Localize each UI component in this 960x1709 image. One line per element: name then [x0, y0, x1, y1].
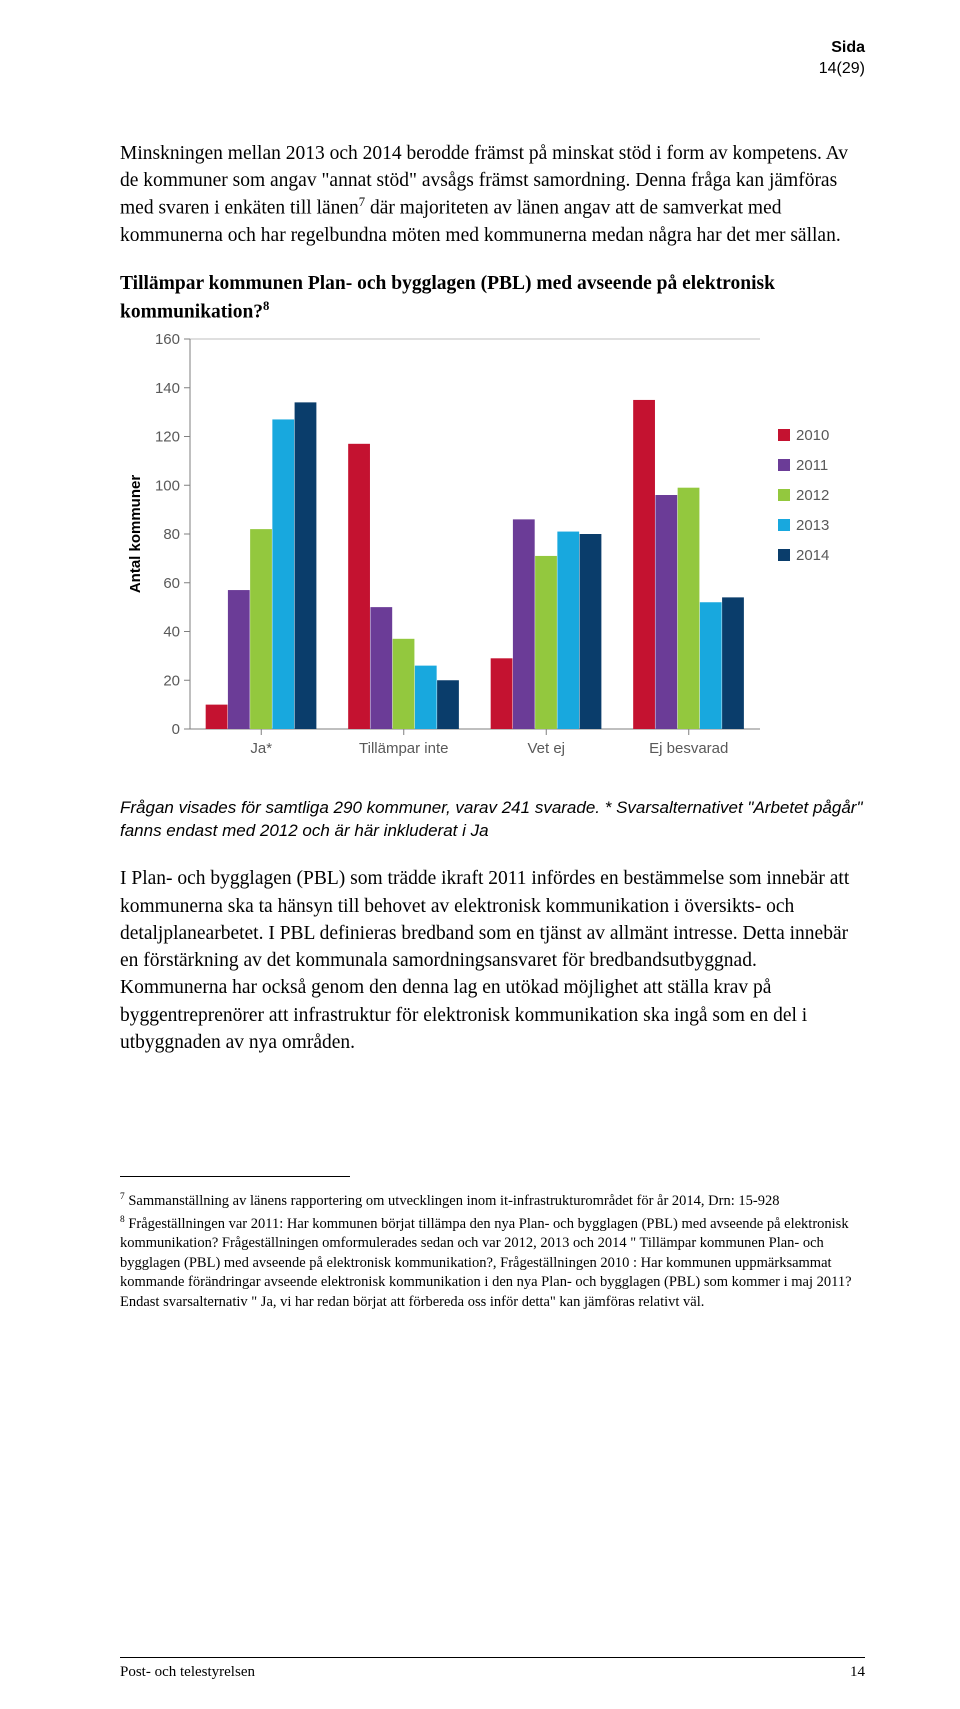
svg-text:100: 100 — [155, 478, 180, 495]
svg-text:2012: 2012 — [796, 487, 829, 504]
chart-title: Tillämpar kommunen Plan- och bygglagen (… — [120, 271, 865, 325]
footer-left: Post- och telestyrelsen — [120, 1664, 255, 1681]
page-header: Sida 14(29) — [120, 38, 865, 80]
svg-text:2010: 2010 — [796, 427, 829, 444]
svg-text:140: 140 — [155, 380, 180, 397]
svg-text:80: 80 — [163, 526, 180, 543]
svg-text:2014: 2014 — [796, 547, 829, 564]
svg-text:120: 120 — [155, 429, 180, 446]
footnote-divider — [120, 1176, 350, 1177]
svg-text:Antal kommuner: Antal kommuner — [127, 475, 144, 594]
bar-chart: 0 20 40 60 80 100 120 140 160 Antal kommuner Ja* Ti… — [120, 329, 865, 769]
sida-label: Sida — [831, 39, 865, 56]
footnote-7: 7 Sammanställning av länens rapportering… — [120, 1191, 865, 1211]
svg-text:2013: 2013 — [796, 517, 829, 534]
footer-right: 14 — [850, 1664, 865, 1681]
page-footer: Post- och telestyrelsen 14 — [120, 1657, 865, 1681]
svg-text:0: 0 — [172, 721, 180, 738]
paragraph-2: I Plan- och bygglagen (PBL) som trädde i… — [120, 865, 865, 1056]
chart-caption: Frågan visades för samtliga 290 kommuner… — [120, 797, 865, 843]
svg-text:160: 160 — [155, 331, 180, 348]
svg-text:2011: 2011 — [796, 457, 828, 474]
page-indicator: 14(29) — [819, 60, 865, 77]
svg-text:Ja*: Ja* — [250, 740, 272, 757]
footnote-8: 8 Frågeställningen var 2011: Har kommune… — [120, 1214, 865, 1313]
svg-text:40: 40 — [163, 624, 180, 641]
svg-text:Ej besvarad: Ej besvarad — [649, 740, 728, 757]
svg-text:20: 20 — [163, 673, 180, 690]
paragraph-1: Minskningen mellan 2013 och 2014 berodde… — [120, 140, 865, 250]
svg-text:60: 60 — [163, 575, 180, 592]
svg-text:Tillämpar inte: Tillämpar inte — [359, 740, 448, 757]
svg-text:Vet ej: Vet ej — [527, 740, 565, 757]
